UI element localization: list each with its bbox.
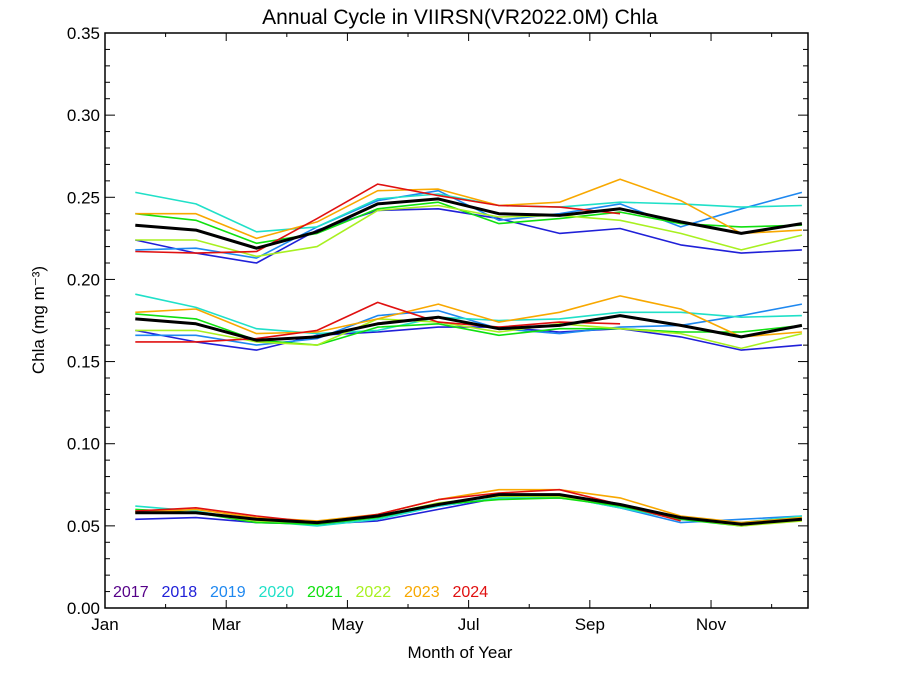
- legend-item-2018: 2018: [162, 584, 198, 601]
- series-line-2024-bottom: [135, 488, 681, 524]
- y-axis: 0.00 0.05 0.10 0.15 0.20 0.25 0.30 0.35: [67, 24, 808, 618]
- series-line-mean-middle: [135, 314, 803, 342]
- y-tick-label: 0.00: [67, 599, 100, 618]
- x-tick-label: Jan: [91, 615, 118, 634]
- x-tick-label: Nov: [696, 615, 727, 634]
- x-tick-label: Jul: [458, 615, 480, 634]
- legend-item-2023: 2023: [404, 584, 440, 601]
- series-line-2024-top: [135, 183, 621, 254]
- legend-item-2019: 2019: [210, 584, 246, 601]
- chart-title: Annual Cycle in VIIRSN(VR2022.0M) Chla: [262, 6, 658, 29]
- series-line-2021-bottom: [135, 497, 802, 527]
- y-tick-label: 0.20: [67, 270, 100, 289]
- series-line-2024-middle: [135, 301, 621, 343]
- legend: 2017 2018 2019 2020 2021 2022 2023 2024: [113, 584, 488, 601]
- y-tick-label: 0.35: [67, 24, 100, 43]
- plot-frame: [104, 32, 809, 609]
- series-line-2023-bottom: [135, 488, 802, 524]
- legend-item-2022: 2022: [356, 584, 392, 601]
- x-tick-label: May: [331, 615, 364, 634]
- y-tick-label: 0.30: [67, 106, 100, 125]
- legend-item-2017: 2017: [113, 584, 149, 601]
- series-line-2023-middle: [135, 295, 802, 338]
- series-line-2022-middle: [135, 318, 803, 350]
- y-tick-label: 0.10: [67, 435, 100, 454]
- y-tick-label: 0.05: [67, 517, 100, 536]
- series-line-2023-top: [135, 178, 802, 240]
- y-axis-label: Chla (mg m⁻³): [29, 266, 48, 374]
- x-axis-label: Month of Year: [408, 643, 513, 662]
- x-axis: Jan Mar May Jul Sep Nov: [91, 33, 773, 634]
- y-tick-label: 0.25: [67, 188, 100, 207]
- legend-item-2021: 2021: [307, 584, 343, 601]
- legend-item-2020: 2020: [259, 584, 295, 601]
- x-tick-label: Sep: [575, 615, 605, 634]
- plot-lines: [135, 178, 803, 527]
- x-tick-label: Mar: [212, 615, 242, 634]
- series-line-mean-top: [135, 197, 803, 250]
- y-tick-label: 0.15: [67, 353, 100, 372]
- series-line-2022-top: [135, 204, 803, 258]
- legend-item-2024: 2024: [453, 584, 489, 601]
- series-line-mean-bottom: [135, 493, 803, 526]
